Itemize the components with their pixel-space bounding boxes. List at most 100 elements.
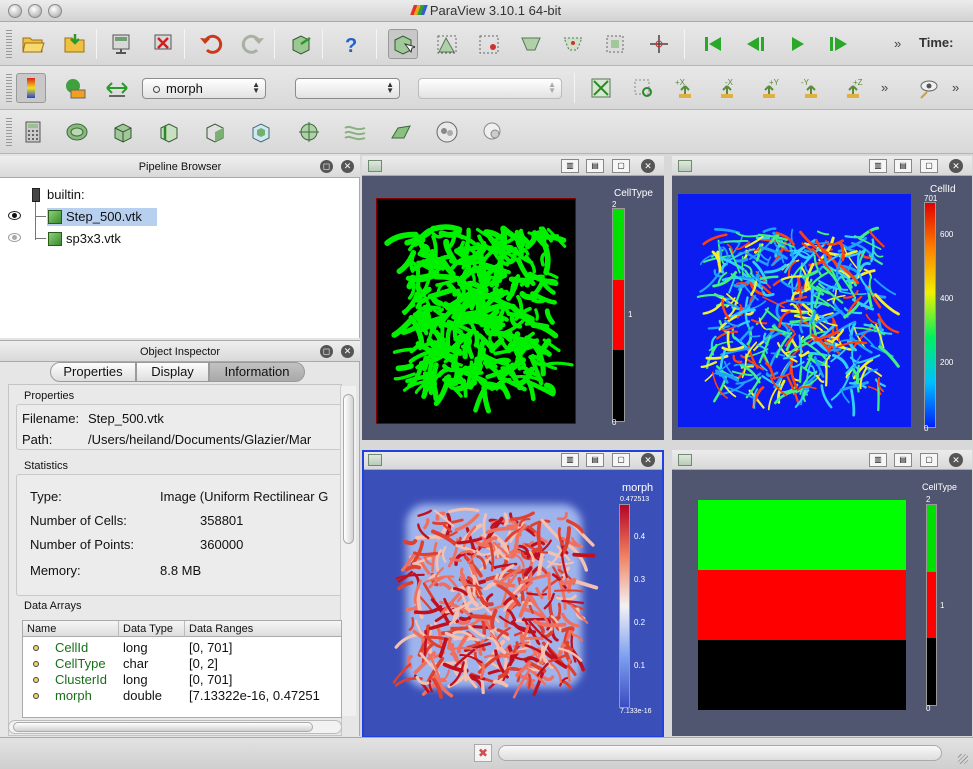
extract-level-button[interactable] [478, 117, 508, 147]
minimize-window-button[interactable] [28, 4, 42, 18]
next-frame-button[interactable] [824, 29, 854, 59]
maximize-view-button[interactable]: ▢ [612, 159, 630, 173]
connect-button[interactable] [106, 29, 136, 59]
save-data-button[interactable] [60, 29, 90, 59]
select-cells-through-button[interactable] [516, 29, 546, 59]
maximize-view-button[interactable]: ▢ [920, 159, 938, 173]
zoom-to-box-button[interactable] [628, 73, 658, 103]
scrollbar-thumb[interactable] [343, 394, 354, 544]
center-axes-button[interactable] [914, 73, 944, 103]
close-view-icon[interactable]: ✕ [641, 453, 655, 467]
contour-button[interactable] [62, 117, 92, 147]
split-horizontal-button[interactable]: ▥ [561, 453, 579, 467]
group-datasets-button[interactable] [432, 117, 462, 147]
interact-mode-button[interactable] [388, 29, 418, 59]
view-plus-z-button[interactable]: +Z [838, 73, 868, 103]
close-icon[interactable]: ✕ [341, 345, 354, 358]
undock-icon[interactable]: ◻ [320, 160, 333, 173]
previous-frame-button[interactable] [740, 29, 770, 59]
tab-display[interactable]: Display [136, 362, 209, 382]
redo-button[interactable] [238, 29, 268, 59]
render-view-celltype-2[interactable]: ▥ ▤ ▢ ✕ CellType 2 1 0 [672, 450, 972, 736]
render-view-celltype[interactable]: ▥ ▤ ▢ ✕ CellType 2 1 0 [362, 156, 664, 440]
table-row[interactable]: morph double [7.13322e-16, 0.47251 [23, 688, 341, 704]
open-file-button[interactable] [18, 29, 48, 59]
rescale-range-button[interactable] [102, 73, 132, 103]
tree-item-builtin[interactable]: builtin: [0, 184, 360, 206]
undo-button[interactable] [196, 29, 226, 59]
tree-item-sp3x3[interactable]: sp3x3.vtk [0, 228, 360, 250]
split-vertical-button[interactable]: ▤ [894, 159, 912, 173]
macro-button[interactable] [286, 29, 316, 59]
view-plus-x-button[interactable]: +X [670, 73, 700, 103]
disconnect-button[interactable] [148, 29, 178, 59]
split-vertical-button[interactable]: ▤ [894, 453, 912, 467]
edit-color-map-button[interactable] [60, 73, 90, 103]
column-header-ranges[interactable]: Data Ranges [185, 621, 341, 637]
toolbar-grip[interactable] [6, 118, 12, 146]
reset-camera-button[interactable] [586, 73, 616, 103]
calculator-button[interactable] [18, 117, 48, 147]
table-row[interactable]: CellType char [0, 2] [23, 656, 341, 672]
help-button[interactable]: ? [336, 29, 366, 59]
split-horizontal-button[interactable]: ▥ [869, 453, 887, 467]
column-header-type[interactable]: Data Type [119, 621, 185, 637]
color-by-combo[interactable]: morph ▲ ▼ [142, 78, 266, 99]
close-window-button[interactable] [8, 4, 22, 18]
tab-information[interactable]: Information [209, 362, 305, 382]
warp-by-vector-button[interactable] [386, 117, 416, 147]
view-plus-y-button[interactable]: +Y [754, 73, 784, 103]
table-horizontal-scrollbar[interactable] [8, 720, 342, 734]
component-combo[interactable]: ▲ ▼ [295, 78, 400, 99]
toggle-color-legend-button[interactable] [16, 73, 46, 103]
table-row[interactable]: ClusterId long [0, 701] [23, 672, 341, 688]
toolbar-overflow-icon[interactable]: » [894, 36, 902, 51]
clip-button[interactable] [108, 117, 138, 147]
column-header-name[interactable]: Name [23, 621, 119, 637]
play-button[interactable] [782, 29, 812, 59]
interactive-select-button[interactable] [644, 29, 674, 59]
resize-grip-icon[interactable] [958, 754, 968, 764]
stream-tracer-button[interactable] [340, 117, 370, 147]
inspector-scrollbar[interactable] [340, 386, 356, 716]
render-view-morph[interactable]: ▥ ▤ ▢ ✕ morph 0.472513 0.4 0.3 0.2 0.1 7… [362, 450, 664, 738]
camera-icon[interactable] [368, 454, 382, 466]
toolbar-overflow-icon[interactable]: » [881, 80, 889, 95]
camera-icon[interactable] [678, 454, 692, 466]
view-minus-x-button[interactable]: -X [712, 73, 742, 103]
extract-subset-button[interactable] [246, 117, 276, 147]
eye-icon[interactable] [8, 211, 21, 220]
glyph-button[interactable] [294, 117, 324, 147]
camera-icon[interactable] [678, 160, 692, 172]
threshold-button[interactable] [200, 117, 230, 147]
tree-item-step-500[interactable]: Step_500.vtk [0, 206, 360, 228]
select-points-on-button[interactable] [474, 29, 504, 59]
maximize-view-button[interactable]: ▢ [920, 453, 938, 467]
undock-icon[interactable]: ◻ [320, 345, 333, 358]
split-vertical-button[interactable]: ▤ [586, 159, 604, 173]
split-horizontal-button[interactable]: ▥ [869, 159, 887, 173]
close-view-icon[interactable]: ✕ [949, 159, 963, 173]
camera-icon[interactable] [368, 160, 382, 172]
select-cells-on-button[interactable] [432, 29, 462, 59]
view-minus-y-button[interactable]: -Y [796, 73, 826, 103]
zoom-window-button[interactable] [48, 4, 62, 18]
eye-hidden-icon[interactable] [8, 233, 21, 242]
table-row[interactable]: CellId long [0, 701] [23, 640, 341, 656]
slice-button[interactable] [154, 117, 184, 147]
scrollbar-thumb[interactable] [13, 722, 313, 732]
select-points-through-button[interactable] [558, 29, 588, 59]
close-view-icon[interactable]: ✕ [949, 453, 963, 467]
tab-properties[interactable]: Properties [50, 362, 136, 382]
representation-combo[interactable]: ▲ ▼ [418, 78, 562, 99]
toolbar-grip[interactable] [6, 30, 12, 58]
split-horizontal-button[interactable]: ▥ [561, 159, 579, 173]
render-view-cellid[interactable]: ▥ ▤ ▢ ✕ CellId 701 600 400 200 0 [672, 156, 972, 440]
toolbar-overflow-icon[interactable]: » [952, 80, 960, 95]
maximize-view-button[interactable]: ▢ [612, 453, 630, 467]
toolbar-grip[interactable] [6, 74, 12, 102]
abort-icon[interactable]: ✖ [474, 744, 492, 762]
close-view-icon[interactable]: ✕ [641, 159, 655, 173]
select-block-button[interactable] [600, 29, 630, 59]
split-vertical-button[interactable]: ▤ [586, 453, 604, 467]
